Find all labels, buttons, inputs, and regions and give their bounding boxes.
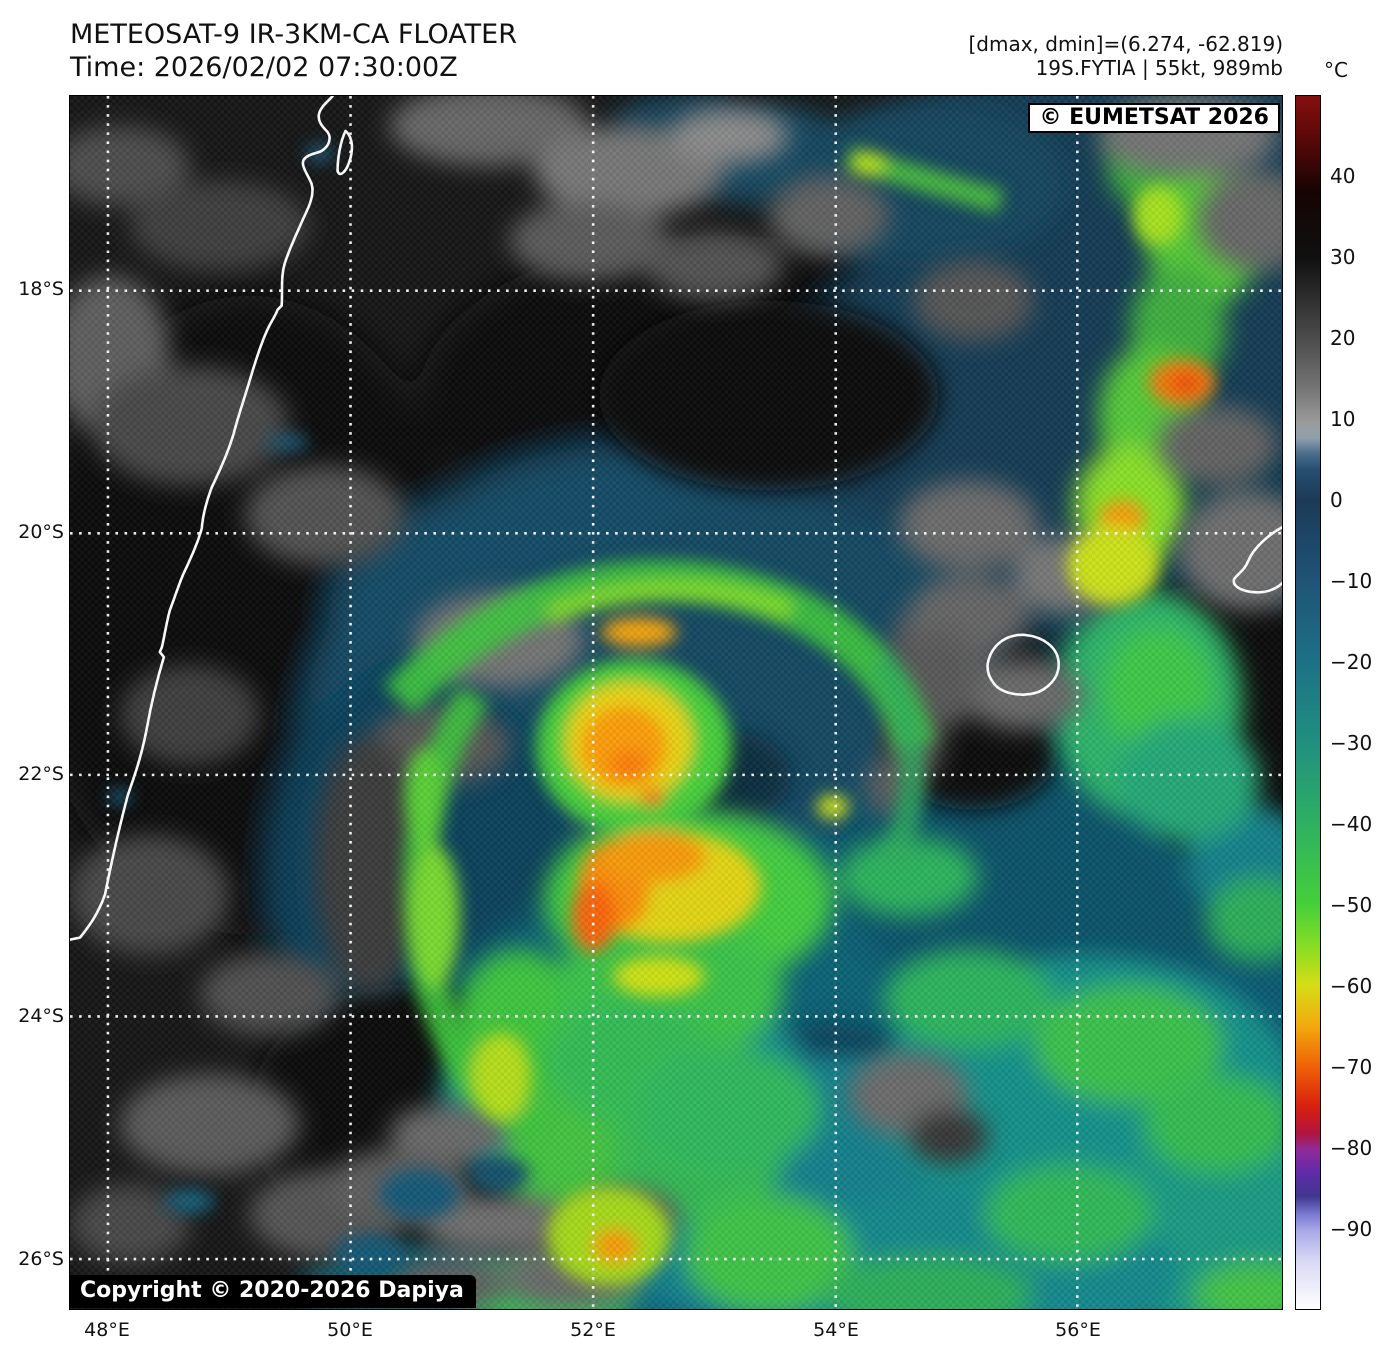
dmax-dmin-label: [dmax, dmin]=(6.274, -62.819) [968,32,1283,56]
copyright-label: Copyright © 2020-2026 Dapiya [70,1275,476,1308]
colorbar-unit-label: °C [1324,58,1348,82]
colorbar-tick-10: 10 [1330,407,1356,431]
colorbar-tick-m80: −80 [1330,1136,1373,1160]
reunion-outline [986,633,1060,696]
lon-label-52e: 52°E [570,1319,616,1341]
title-block: METEOSAT-9 IR-3KM-CA FLOATER Time: 2026/… [70,18,517,84]
lat-label-24s: 24°S [18,1005,64,1027]
colorbar-tick-40: 40 [1330,164,1356,188]
colorbar-tick-m20: −20 [1330,650,1373,674]
colorbar-tick-20: 20 [1330,326,1356,350]
storm-info-label: 19S.FYTIA | 55kt, 989mb [1035,56,1283,80]
lon-label-50e: 50°E [327,1319,373,1341]
gray-cloud-layer [70,96,1282,1309]
colorbar-tick-m60: −60 [1330,974,1373,998]
colorbar-tick-m30: −30 [1330,731,1373,755]
lat-label-18s: 18°S [18,278,64,300]
eumetsat-badge: © EUMETSAT 2026 [1028,103,1280,133]
latlon-grid [70,96,1282,1309]
lon-label-56e: 56°E [1055,1319,1101,1341]
lat-label-20s: 20°S [18,521,64,543]
cyclone-core-layer [107,143,1216,1287]
mauritius-outline [1232,525,1282,594]
lat-label-26s: 26°S [18,1248,64,1270]
lon-label-54e: 54°E [813,1319,859,1341]
colorbar-tick-m70: −70 [1330,1055,1373,1079]
page-title: METEOSAT-9 IR-3KM-CA FLOATER [70,19,517,50]
colorbar-tick-m50: −50 [1330,893,1373,917]
time-label: Time: 2026/02/02 07:30:00Z [70,52,458,83]
lon-label-48e: 48°E [84,1319,130,1341]
colorbar [1295,95,1321,1310]
madagascar-coastline [70,96,334,941]
sainte-marie-island-outline [336,129,354,176]
satellite-map: © EUMETSAT 2026 Copyright © 2020-2026 Da… [69,95,1283,1310]
lat-label-22s: 22°S [18,763,64,785]
satellite-image [70,96,1282,1309]
colorbar-tick-0: 0 [1330,488,1343,512]
colorbar-tick-m90: −90 [1330,1217,1373,1241]
colorbar-tick-m40: −40 [1330,812,1373,836]
header-right-block: [dmax, dmin]=(6.274, -62.819) 19S.FYTIA … [968,32,1283,80]
colorbar-tick-30: 30 [1330,245,1356,269]
colorbar-tick-m10: −10 [1330,569,1373,593]
